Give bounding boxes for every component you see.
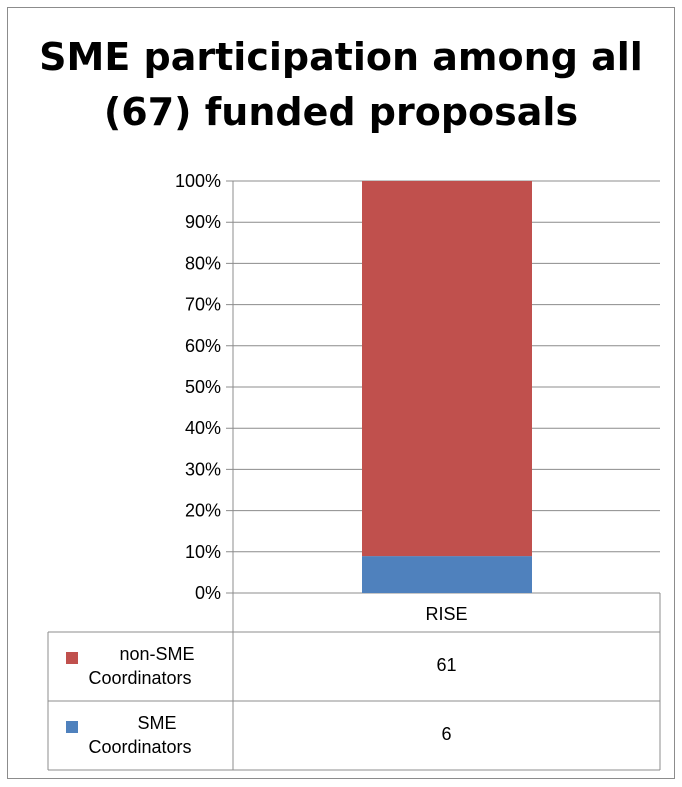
legend-label: SME Coordinators [88, 713, 192, 757]
y-tick-label: 70% [185, 295, 221, 315]
data-table-value: 61 [436, 655, 457, 675]
y-tick-label: 60% [185, 336, 221, 356]
legend-label: non-SME Coordinators [88, 644, 195, 688]
chart-title: SME participation among all (67) funded … [39, 35, 643, 134]
y-tick-label: 50% [185, 377, 221, 397]
category-label: RISE [425, 604, 467, 624]
legend-key [66, 721, 78, 733]
y-tick-label: 20% [185, 501, 221, 521]
y-tick-label: 0% [195, 583, 221, 603]
chart-frame [7, 7, 675, 779]
legend-key [66, 652, 78, 664]
y-tick-label: 80% [185, 253, 221, 273]
bar-non-sme-coordinators [362, 181, 532, 557]
y-tick-label: 100% [175, 171, 221, 191]
y-tick-label: 40% [185, 418, 221, 438]
y-tick-label: 90% [185, 212, 221, 232]
bar-sme-coordinators [362, 556, 532, 593]
y-tick-label: 10% [185, 542, 221, 562]
y-tick-label: 30% [185, 459, 221, 479]
data-table-value: 6 [441, 724, 452, 744]
